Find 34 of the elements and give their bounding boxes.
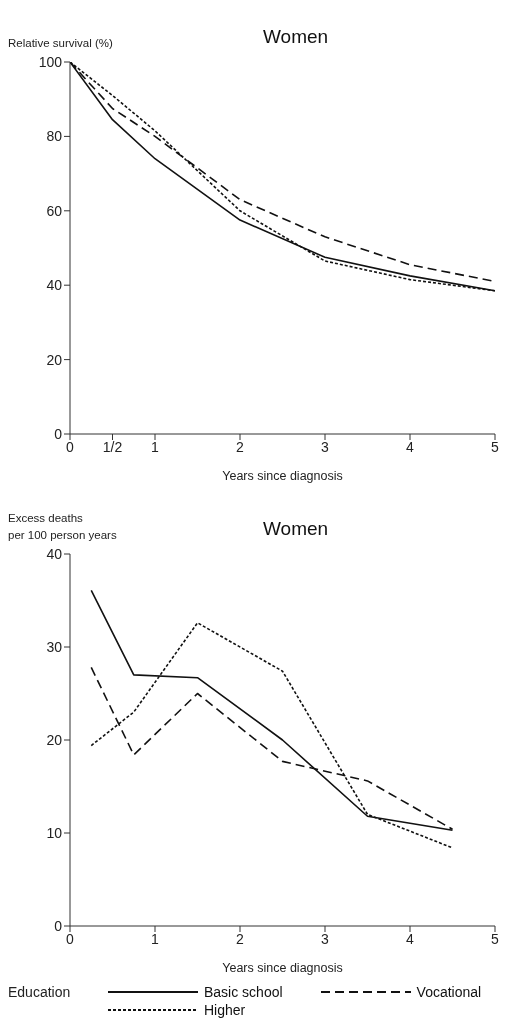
chart-title: Women	[263, 518, 329, 541]
x-tick-label: 2	[236, 930, 245, 947]
x-tick-label: 0	[66, 930, 75, 947]
y-tick-label: 100	[38, 53, 63, 70]
y-axis-title: Excess deaths per 100 person years	[8, 511, 118, 543]
x-tick-label: 4	[406, 930, 415, 947]
y-tick-label: 10	[46, 824, 63, 841]
x-tick-label: 1	[151, 438, 160, 455]
x-axis-title: Years since diagnosis	[222, 469, 343, 483]
chart-title: Women	[263, 26, 329, 49]
y-tick-label: 80	[46, 128, 63, 145]
legend-title: Education	[8, 984, 72, 1000]
x-axis-title: Years since diagnosis	[222, 961, 343, 975]
legend-label: Higher	[204, 1002, 246, 1018]
y-tick-label: 20	[46, 731, 63, 748]
x-tick-label: 1/2	[102, 438, 123, 455]
legend-label: Vocational	[416, 984, 482, 1000]
y-tick-label: 30	[46, 638, 63, 655]
x-tick-label: 1	[151, 930, 160, 947]
x-tick-label: 5	[491, 438, 500, 455]
x-tick-label: 3	[321, 438, 330, 455]
y-tick-label: 20	[46, 351, 63, 368]
x-tick-label: 0	[66, 438, 75, 455]
y-tick-label: 40	[46, 277, 63, 294]
x-tick-label: 4	[406, 438, 415, 455]
y-tick-label: 0	[54, 425, 63, 442]
x-tick-label: 3	[321, 930, 330, 947]
y-tick-label: 0	[54, 917, 63, 934]
y-axis-title: Relative survival (%)	[8, 36, 114, 51]
legend-label: Basic school	[204, 984, 283, 1000]
x-tick-label: 2	[236, 438, 245, 455]
x-tick-label: 5	[491, 930, 500, 947]
y-tick-label: 40	[46, 545, 63, 562]
y-tick-label: 60	[46, 202, 63, 219]
